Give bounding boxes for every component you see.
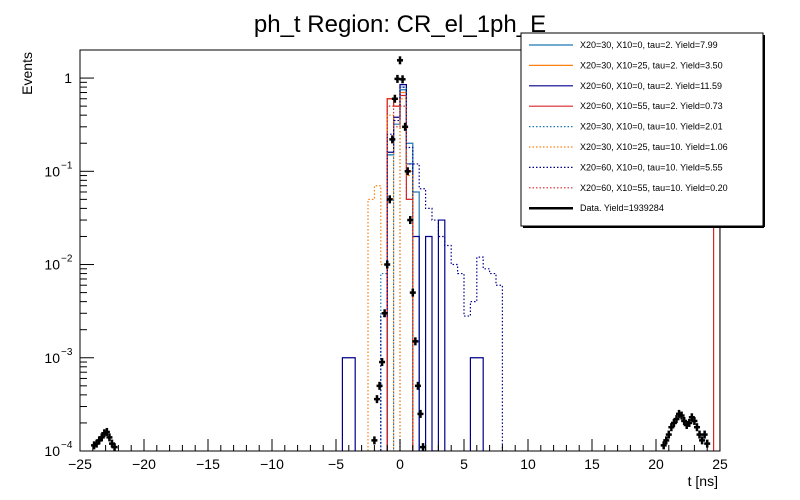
data-point bbox=[412, 337, 419, 346]
data-point bbox=[660, 441, 667, 450]
legend-label: X20=60, X10=55, tau=2. Yield=0.73 bbox=[580, 101, 723, 111]
series-7-histogram bbox=[374, 86, 509, 451]
legend-label: X20=60, X10=0, tau=2. Yield=11.59 bbox=[580, 81, 722, 91]
x-axis: −25 −20 −15 −10 −5 0 5 10 15 20 25 bbox=[68, 439, 728, 472]
y-tick-label: 10 bbox=[44, 257, 60, 273]
x-tick-label: 25 bbox=[712, 456, 728, 472]
data-point bbox=[414, 381, 421, 390]
x-tick-label: 15 bbox=[584, 456, 600, 472]
data-points bbox=[91, 56, 711, 451]
x-tick-label: 0 bbox=[396, 456, 404, 472]
y-tick-label: 1 bbox=[64, 70, 72, 86]
data-point bbox=[409, 288, 416, 297]
data-point bbox=[379, 358, 386, 367]
data-point bbox=[106, 433, 113, 442]
legend-label: Data. Yield=1939284 bbox=[580, 203, 664, 213]
y-tick-exponent: −4 bbox=[61, 440, 73, 451]
data-point bbox=[665, 430, 672, 439]
data-point bbox=[420, 443, 427, 451]
data-point bbox=[673, 415, 680, 424]
y-tick-exponent: −3 bbox=[61, 347, 73, 358]
y-axis: 10 −410 −310 −210 −11 bbox=[44, 49, 94, 459]
x-tick-label: 5 bbox=[460, 456, 468, 472]
data-point bbox=[417, 409, 424, 418]
data-point bbox=[103, 427, 110, 436]
data-point bbox=[663, 436, 670, 445]
data-point bbox=[391, 94, 398, 103]
data-point bbox=[701, 430, 708, 439]
data-point bbox=[397, 56, 403, 65]
x-tick-label: 20 bbox=[648, 456, 664, 472]
legend-label: X20=60, X10=0, tau=10. Yield=5.55 bbox=[580, 162, 723, 172]
data-point bbox=[686, 418, 693, 427]
legend-label: X20=30, X10=0, tau=10. Yield=2.01 bbox=[580, 122, 723, 132]
data-point bbox=[376, 381, 383, 390]
x-tick-label: −5 bbox=[328, 456, 344, 472]
legend-label: X20=30, X10=0, tau=2. Yield=7.99 bbox=[580, 40, 718, 50]
series-1-histogram bbox=[386, 89, 420, 451]
series-6-histogram bbox=[367, 98, 414, 451]
x-tick-label: −15 bbox=[196, 456, 220, 472]
x-tick-label: −20 bbox=[132, 456, 156, 472]
data-point bbox=[394, 74, 401, 83]
x-tick-label: 10 bbox=[520, 456, 536, 472]
data-point bbox=[668, 423, 675, 432]
data-point bbox=[402, 122, 409, 131]
legend-label: X20=30, X10=25, tau=10. Yield=1.06 bbox=[580, 142, 728, 152]
legend-label: X20=60, X10=55, tau=10. Yield=0.20 bbox=[580, 183, 728, 193]
data-point bbox=[691, 416, 698, 425]
data-point bbox=[407, 216, 414, 225]
data-point bbox=[111, 443, 118, 451]
data-point bbox=[678, 411, 685, 420]
data-point bbox=[404, 167, 411, 176]
data-point bbox=[384, 260, 391, 269]
data-point bbox=[373, 395, 380, 404]
y-tick-label: 10 bbox=[44, 350, 60, 366]
series-5-histogram bbox=[380, 86, 414, 451]
x-tick-label: −25 bbox=[68, 456, 92, 472]
data-point bbox=[98, 433, 105, 442]
y-tick-label: 10 bbox=[44, 443, 60, 459]
y-axis-label: Events bbox=[19, 52, 35, 95]
legend-label: X20=30, X10=25, tau=2. Yield=3.50 bbox=[580, 60, 723, 70]
data-point bbox=[696, 430, 703, 439]
data-point bbox=[681, 416, 688, 425]
x-axis-label: t [ns] bbox=[688, 473, 718, 489]
data-point bbox=[389, 135, 396, 144]
data-point bbox=[371, 436, 378, 445]
data-point bbox=[386, 195, 393, 204]
series-8-histogram bbox=[386, 105, 414, 451]
series-3-histogram bbox=[341, 84, 484, 451]
y-tick-exponent: −2 bbox=[61, 254, 73, 265]
data-point bbox=[699, 436, 706, 445]
data-point bbox=[381, 309, 388, 318]
legend: X20=30, X10=0, tau=2. Yield=7.99 X20=30, … bbox=[520, 32, 765, 228]
y-tick-exponent: −1 bbox=[61, 160, 73, 171]
x-tick-label: −10 bbox=[260, 456, 284, 472]
data-point bbox=[693, 423, 700, 432]
data-point bbox=[399, 75, 406, 84]
y-tick-label: 10 bbox=[44, 163, 60, 179]
chart-title: ph_t Region: CR_el_1ph_E bbox=[254, 11, 546, 38]
